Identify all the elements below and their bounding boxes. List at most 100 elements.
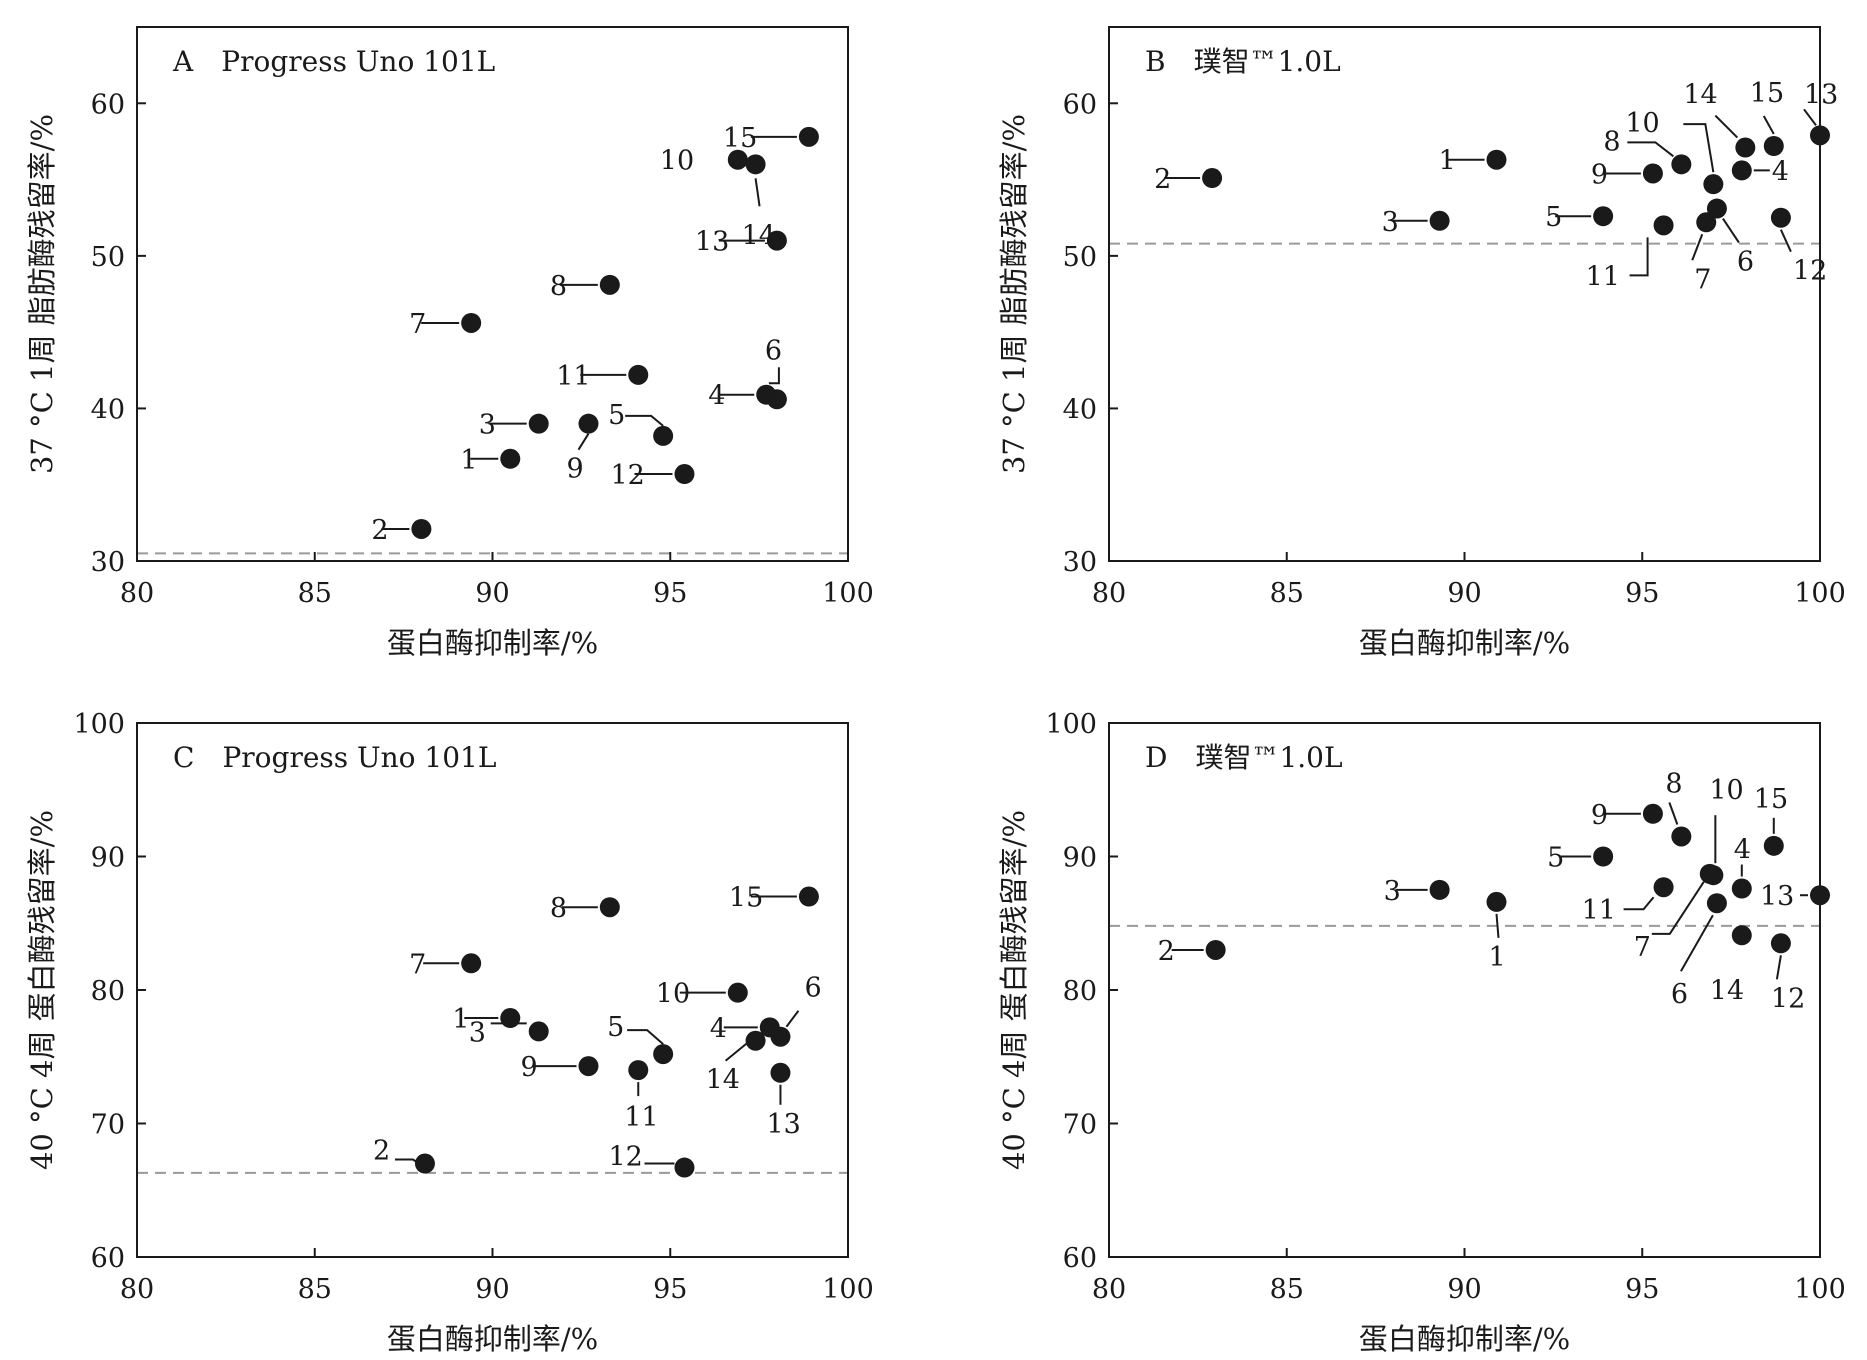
y-axis-label: 37 °C 1周 脂肪酶残留率/% [25, 114, 59, 474]
x-tick-label: 80 [120, 578, 154, 609]
point-leader-line [1722, 218, 1740, 244]
point-leader-line [1623, 896, 1655, 911]
point-label: 4 [1734, 835, 1751, 866]
x-tick-label: 85 [298, 1274, 332, 1305]
x-tick-label: 90 [475, 578, 509, 609]
data-point-3 [528, 1021, 549, 1042]
data-point-8 [1671, 826, 1692, 847]
panel-name: Progress Uno 101L [222, 741, 496, 774]
data-point-8 [599, 274, 620, 295]
point-label: 3 [479, 410, 496, 441]
x-tick-label: 85 [298, 578, 332, 609]
y-tick-label: 60 [1063, 1243, 1097, 1274]
panel-title: D 璞智™1.0L [1145, 741, 1343, 774]
point-label: 9 [520, 1052, 537, 1083]
point-label: 11 [1586, 261, 1620, 292]
point-label: 2 [1154, 164, 1171, 195]
data-point-5 [653, 1044, 674, 1065]
panel-letter: D [1145, 741, 1167, 774]
data-point-2 [411, 518, 432, 539]
data-point-15 [1763, 835, 1784, 856]
x-tick-label: 95 [1625, 578, 1659, 609]
data-point-8 [599, 897, 620, 918]
data-point-9 [1642, 803, 1663, 824]
point-label: 8 [550, 271, 567, 302]
y-tick-label: 100 [1045, 709, 1097, 740]
x-tick-label: 90 [1447, 578, 1481, 609]
data-point-9 [1642, 163, 1663, 184]
point-leader-line [1714, 114, 1739, 139]
data-point-10 [1703, 174, 1724, 195]
x-tick-label: 100 [822, 578, 874, 609]
panel-name: 璞智™1.0L [1194, 45, 1341, 78]
data-point-5 [1593, 206, 1614, 227]
point-label: 14 [1710, 975, 1744, 1006]
x-tick-label: 95 [653, 1274, 687, 1305]
data-point-2 [1202, 168, 1223, 189]
point-label: 13 [695, 227, 729, 258]
x-tick-label: 95 [653, 578, 687, 609]
point-label: 3 [1384, 876, 1401, 907]
data-point-13 [1810, 125, 1830, 146]
y-tick-label: 40 [91, 394, 125, 425]
point-label: 8 [550, 893, 567, 924]
data-point-14 [745, 1030, 766, 1051]
y-axis-label: 37 °C 1周 脂肪酶残留率/% [997, 114, 1031, 474]
data-point-2 [1205, 939, 1226, 960]
point-label: 13 [766, 1109, 800, 1140]
data-point-4 [1731, 878, 1752, 899]
y-tick-label: 30 [1063, 547, 1097, 578]
point-label: 14 [742, 220, 776, 251]
y-tick-label: 90 [91, 843, 125, 874]
data-point-5 [653, 425, 674, 446]
point-label: 11 [556, 361, 590, 392]
data-point-1 [1486, 149, 1507, 170]
point-label: 1 [452, 1004, 469, 1035]
point-label: 9 [566, 454, 583, 485]
data-point-10 [727, 149, 748, 170]
point-label: 8 [1665, 768, 1682, 799]
point-leader-line [1668, 802, 1679, 825]
point-label: 7 [1634, 932, 1651, 963]
point-leader-line [1629, 237, 1649, 277]
x-axis-label: 蛋白酶抑制率/% [1359, 626, 1570, 660]
y-axis-label: 40 °C 4周 蛋白酶残留率/% [25, 810, 59, 1170]
point-label: 9 [1591, 800, 1608, 831]
data-point-14 [745, 154, 766, 175]
panel-letter: A [172, 45, 194, 78]
x-tick-label: 85 [1270, 1274, 1304, 1305]
point-label: 10 [1625, 108, 1659, 139]
data-point-11 [628, 364, 649, 385]
point-label: 8 [1603, 126, 1620, 157]
point-label: 10 [656, 979, 690, 1010]
y-tick-label: 70 [91, 1110, 125, 1141]
point-leader-line [1680, 914, 1714, 972]
point-label: 4 [710, 1013, 727, 1044]
x-axis-label: 蛋白酶抑制率/% [1359, 1322, 1570, 1356]
point-label: 4 [708, 381, 725, 412]
point-label: 11 [624, 1102, 658, 1133]
data-point-11 [1653, 215, 1674, 236]
point-label: 6 [1671, 979, 1688, 1010]
data-point-11 [1653, 877, 1674, 898]
data-point-6 [1706, 198, 1727, 219]
x-tick-label: 100 [1794, 578, 1846, 609]
point-leader-line [768, 367, 780, 385]
data-point-3 [1429, 210, 1450, 231]
y-tick-label: 90 [1063, 843, 1097, 874]
point-leader-line [1803, 108, 1817, 126]
point-label: 14 [706, 1065, 740, 1096]
y-tick-label: 70 [1063, 1110, 1097, 1141]
x-tick-label: 95 [1625, 1274, 1659, 1305]
x-tick-label: 90 [1447, 1274, 1481, 1305]
data-point-3 [1429, 879, 1450, 900]
point-label: 15 [723, 123, 757, 154]
point-label: 1 [1488, 942, 1505, 973]
point-label: 1 [1438, 146, 1455, 177]
point-label: 5 [1547, 843, 1564, 874]
point-label: 12 [610, 460, 644, 491]
y-tick-label: 80 [1063, 976, 1097, 1007]
